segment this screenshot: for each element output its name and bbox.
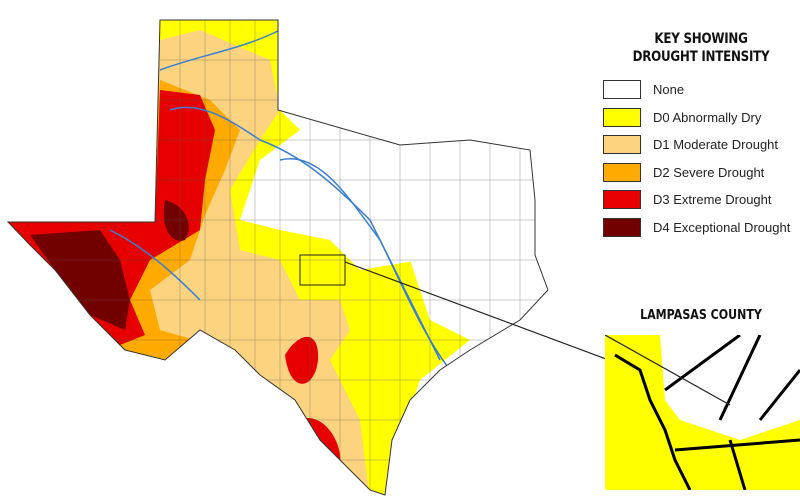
legend-item: D0 Abnormally Dry bbox=[603, 104, 790, 132]
connector bbox=[605, 335, 731, 406]
river bbox=[169, 106, 441, 361]
county-lines bbox=[179, 20, 521, 495]
legend-label: D1 Moderate Drought bbox=[653, 137, 779, 153]
texas bbox=[8, 20, 548, 495]
legend-swatch bbox=[603, 80, 641, 100]
legend-swatch bbox=[603, 135, 641, 155]
river bbox=[279, 157, 451, 371]
legend-label: D3 Extreme Drought bbox=[653, 192, 772, 208]
legend-label: D0 Abnormally Dry bbox=[653, 109, 762, 125]
legend-label: None bbox=[653, 82, 685, 98]
legend-swatch bbox=[603, 162, 641, 182]
river bbox=[109, 229, 201, 301]
river bbox=[159, 29, 281, 71]
legend-item: D4 Exceptional Drought bbox=[603, 214, 790, 242]
inset-title: LAMPASAS COUNTY bbox=[640, 308, 762, 323]
region bbox=[300, 130, 548, 340]
legend-item: D3 Extreme Drought bbox=[603, 186, 790, 214]
region bbox=[285, 336, 341, 472]
legend-item: D2 Severe Drought bbox=[603, 159, 790, 187]
legend-label: D2 Severe Drought bbox=[653, 164, 765, 180]
legend-title: KEY SHOWING DROUGHT INTENSITY bbox=[632, 31, 770, 65]
legend-swatch bbox=[603, 107, 641, 127]
inset-map bbox=[605, 335, 800, 490]
lampasas-county bbox=[299, 254, 346, 286]
legend-item: D1 Moderate Drought bbox=[603, 131, 790, 159]
county-line bbox=[664, 335, 741, 392]
legend-swatch bbox=[603, 190, 641, 210]
legend-item: None bbox=[603, 76, 790, 104]
region bbox=[30, 200, 189, 330]
texas-outline bbox=[6, 19, 549, 496]
legend-swatch bbox=[603, 217, 641, 237]
legend-label: D4 Exceptional Drought bbox=[653, 219, 791, 235]
legend: None D0 Abnormally Dry D1 Moderate Drought… bbox=[603, 76, 790, 241]
county-line bbox=[674, 335, 800, 490]
county-line bbox=[614, 353, 692, 490]
